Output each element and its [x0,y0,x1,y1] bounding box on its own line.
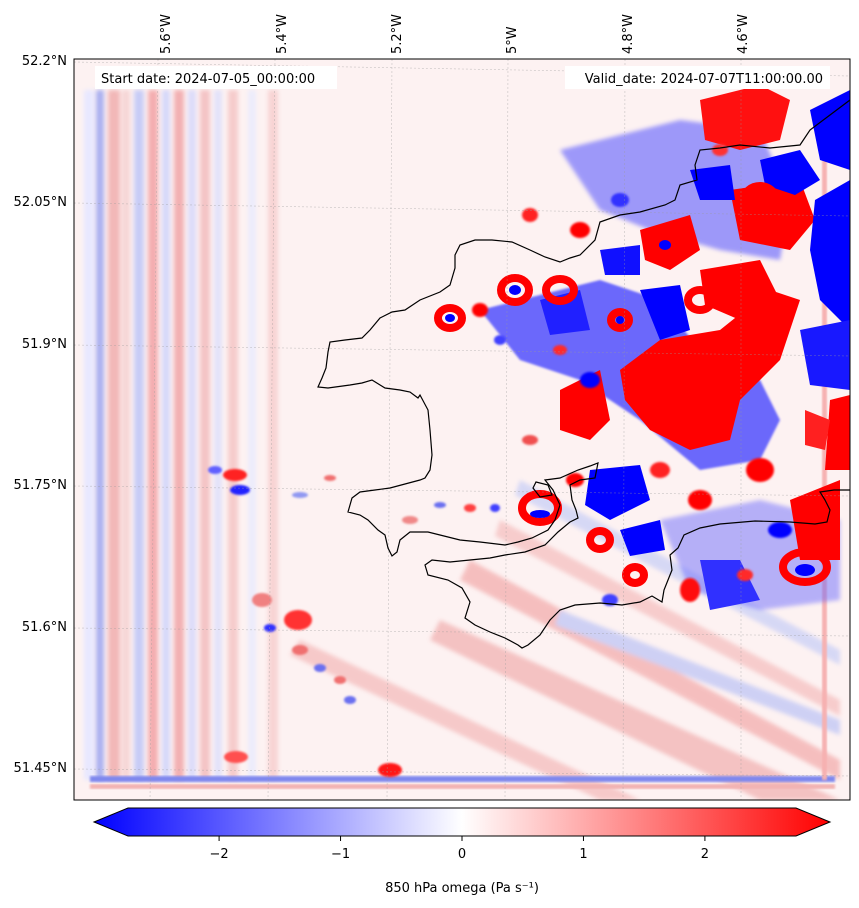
lon-label: 5°W [505,26,520,54]
southwest-features [208,466,500,777]
lat-label: 51.6°N [22,620,67,635]
lat-label: 52.05°N [14,195,67,210]
map-frame [73,58,851,801]
colorbar: −2 −1 0 1 2 850 hPa omega (Pa s⁻¹) [92,807,832,896]
colorbar-tick-label: 2 [701,847,709,862]
graticule [74,59,850,800]
western-wave-stripes [84,90,278,780]
colorbar-tick-label: 0 [458,847,466,862]
valid-date-label: Valid_date: 2024-07-07T11:00:00.00 [585,72,823,87]
lat-label: 52.2°N [22,54,67,69]
lon-label: 4.8°W [621,14,636,54]
lon-label: 5.6°W [159,14,174,54]
longitude-labels: 5.6°W 5.4°W 5.2°W 5°W 4.8°W 4.6°W [159,14,751,54]
lat-label: 51.45°N [14,761,67,776]
lon-label: 5.4°W [275,14,290,54]
colorbar-tick-label: −2 [210,847,229,862]
omega-field [74,59,850,800]
colorbar-tick-label: −1 [331,847,350,862]
lat-label: 51.75°N [14,478,67,493]
colorbar-ticks: −2 −1 0 1 2 [210,836,709,862]
date-labels: Start date: 2024-07-05_00:00:00 Valid_da… [95,66,830,89]
lon-label: 4.6°W [736,14,751,54]
diagonal-bands [290,480,840,800]
start-date-label: Start date: 2024-07-05_00:00:00 [101,72,315,87]
colorbar-label: 850 hPa omega (Pa s⁻¹) [385,881,539,896]
bottom-boundary-band [90,776,835,782]
latitude-labels: 52.2°N 52.05°N 51.9°N 51.75°N 51.6°N 51.… [14,54,67,776]
lon-label: 5.2°W [390,14,405,54]
lat-label: 51.9°N [22,337,67,352]
colorbar-tick-label: 1 [579,847,587,862]
colorbar-body [92,807,832,837]
coastline [317,99,850,649]
eastern-convective-field [434,85,850,610]
